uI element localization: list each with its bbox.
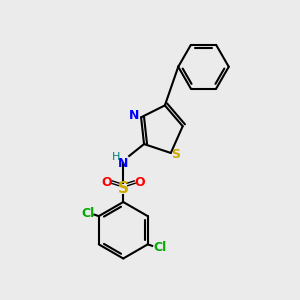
Text: S: S <box>171 148 180 161</box>
Text: Cl: Cl <box>82 207 95 220</box>
Text: H: H <box>112 152 120 162</box>
Text: N: N <box>129 109 140 122</box>
Text: S: S <box>118 181 129 196</box>
Text: O: O <box>134 176 145 189</box>
Text: O: O <box>102 176 112 189</box>
Text: N: N <box>118 157 128 170</box>
Text: Cl: Cl <box>153 241 166 254</box>
